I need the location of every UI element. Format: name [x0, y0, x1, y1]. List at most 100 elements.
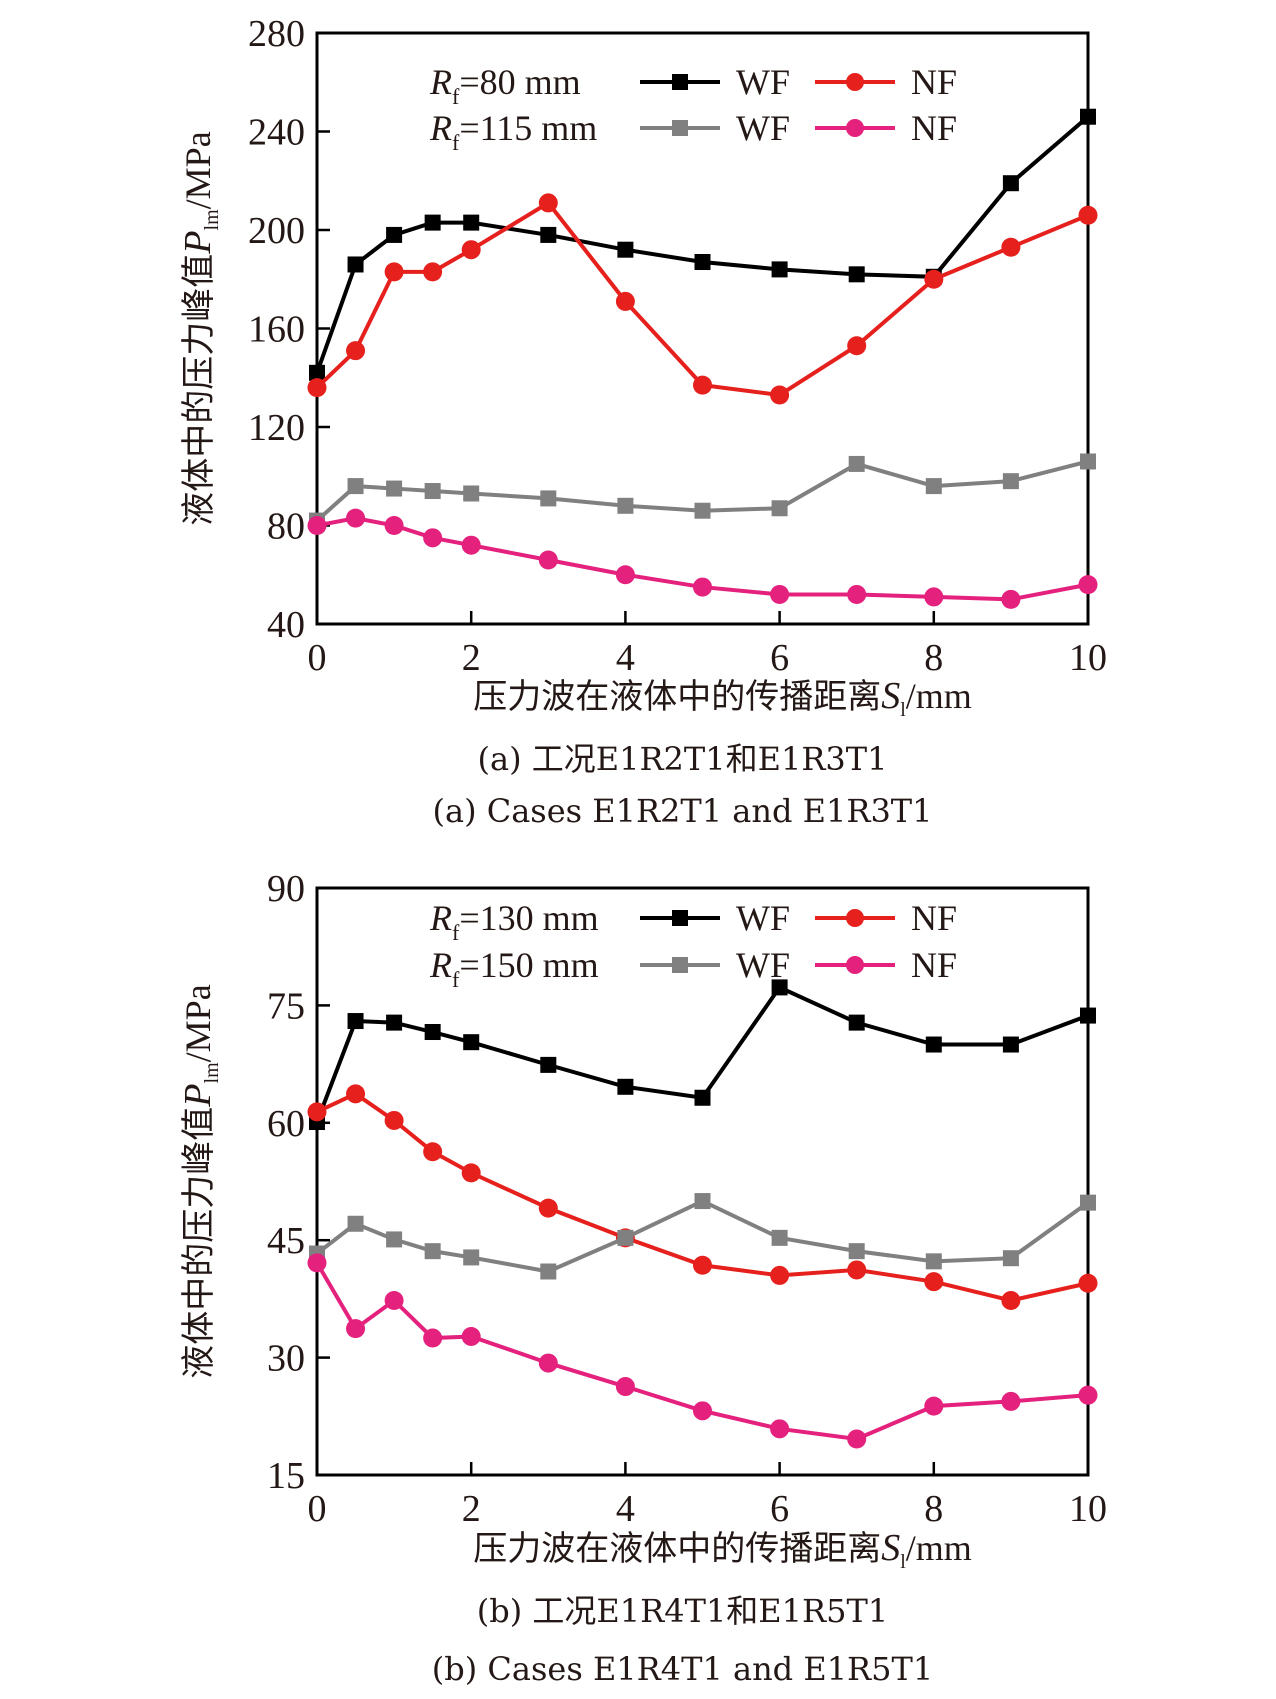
data-point-nf-1	[615, 291, 635, 311]
data-point-nf-3	[346, 1319, 366, 1339]
data-point-wf-0	[1080, 1007, 1096, 1024]
legend-label: NF	[911, 62, 957, 102]
data-point-nf-1	[1001, 237, 1021, 257]
data-point-nf-3	[384, 516, 404, 535]
data-point-wf-2	[925, 478, 942, 495]
data-point-wf-2	[771, 500, 788, 517]
data-point-nf-3	[461, 535, 481, 555]
data-point-wf-2	[424, 483, 441, 500]
x-tick-label: 6	[770, 1488, 789, 1530]
data-point-nf-3	[1078, 575, 1098, 595]
data-point-wf-2	[617, 497, 634, 514]
data-point-nf-1	[1078, 1273, 1098, 1293]
data-point-nf-1	[346, 341, 366, 361]
data-point-wf-2	[540, 490, 557, 507]
data-point-nf-1	[384, 1110, 404, 1130]
x-tick-label: 6	[770, 637, 789, 679]
legend-marker	[846, 73, 864, 91]
data-point-wf-2	[347, 1215, 364, 1232]
data-point-nf-3	[770, 1419, 790, 1439]
chart-panel-b: 0 2 4 6 8 10 15 30 45 60 75 90 压力波在液体中的传播距离Sl/mm 液体中的…	[177, 868, 1107, 1688]
data-point-wf-2	[617, 1229, 634, 1246]
y-axis-title: 液体中的压力峰值Plm/MPa	[177, 984, 223, 1378]
data-point-wf-2	[347, 478, 364, 495]
x-tick-label: 8	[924, 637, 943, 679]
data-point-wf-0	[617, 1078, 634, 1095]
data-point-wf-0	[463, 1034, 480, 1051]
data-point-wf-0	[694, 254, 711, 271]
y-tick-label: 90	[267, 868, 305, 910]
data-point-wf-2	[771, 1229, 788, 1246]
data-point-nf-3	[307, 1253, 327, 1273]
y-tick-label: 15	[267, 1455, 305, 1497]
legend-marker	[672, 74, 688, 90]
legend-label: WF	[736, 945, 790, 985]
series-line-wf-0	[315, 115, 1090, 374]
data-point-wf-2	[848, 455, 865, 472]
legend-label: NF	[911, 898, 957, 938]
data-point-wf-0	[771, 979, 788, 996]
data-point-nf-3	[847, 584, 867, 604]
data-point-wf-2	[848, 1243, 865, 1260]
legend-group-label: Rf=115 mm	[429, 108, 597, 155]
legend-label: WF	[736, 62, 790, 102]
y-tick-label: 30	[267, 1338, 305, 1380]
data-point-nf-3	[924, 1396, 944, 1416]
data-point-nf-1	[924, 269, 944, 289]
data-point-nf-1	[770, 385, 790, 405]
data-point-nf-3	[924, 587, 944, 607]
legend-label: WF	[736, 108, 790, 148]
data-point-wf-2	[386, 1231, 403, 1248]
data-point-nf-3	[423, 528, 443, 548]
data-point-wf-0	[347, 1013, 364, 1030]
data-point-wf-0	[309, 364, 325, 381]
y-tick-label: 75	[267, 985, 305, 1027]
data-point-wf-2	[1080, 453, 1096, 470]
data-point-nf-3	[847, 1429, 867, 1449]
data-point-wf-2	[386, 480, 403, 497]
data-point-nf-3	[693, 577, 712, 597]
y-tick-label: 40	[267, 604, 305, 646]
data-point-wf-0	[694, 1089, 711, 1106]
x-tick-label: 10	[1069, 1488, 1107, 1530]
y-tick-label: 200	[248, 210, 305, 252]
y-tick-label: 45	[267, 1220, 305, 1262]
data-point-nf-3	[1078, 1385, 1098, 1405]
data-point-nf-3	[307, 516, 327, 535]
x-tick-label: 0	[308, 1488, 327, 1530]
data-point-nf-3	[693, 1401, 712, 1421]
data-point-nf-3	[615, 1377, 635, 1397]
plot-frame	[315, 886, 1090, 1477]
data-point-wf-2	[925, 1253, 942, 1270]
x-tick-label: 0	[308, 637, 327, 679]
chart-panel-a: 0 2 4 6 8 10 40 80 120 160 200 240 280 压力波在液体中的传播距离Sl…	[177, 13, 1107, 830]
data-point-nf-3	[538, 1353, 558, 1373]
legend-label: NF	[911, 108, 957, 148]
data-point-nf-1	[1078, 205, 1098, 225]
x-tick-label: 2	[462, 637, 481, 679]
x-tick-label: 8	[924, 1488, 943, 1530]
data-point-wf-2	[1080, 1194, 1096, 1211]
legend-group-label: Rf=150 mm	[429, 945, 599, 992]
y-tick-label: 60	[267, 1103, 305, 1145]
data-point-wf-2	[694, 1193, 711, 1210]
x-axis-title: 压力波在液体中的传播距离Sl/mm	[473, 1527, 972, 1573]
data-point-nf-3	[461, 1326, 481, 1346]
data-point-wf-0	[771, 261, 788, 278]
data-point-nf-3	[1001, 1391, 1021, 1411]
data-point-nf-1	[1001, 1290, 1021, 1310]
data-point-wf-0	[848, 266, 865, 283]
data-point-nf-1	[538, 193, 558, 213]
data-point-wf-2	[424, 1243, 441, 1260]
y-tick-label: 80	[267, 506, 305, 548]
data-point-nf-1	[307, 378, 327, 398]
y-tick-label: 280	[248, 13, 305, 55]
x-tick-label: 4	[616, 637, 635, 679]
data-point-wf-2	[463, 1249, 480, 1266]
data-point-nf-1	[538, 1198, 558, 1218]
data-point-nf-3	[423, 1328, 443, 1348]
data-point-wf-0	[463, 214, 480, 231]
data-point-nf-3	[538, 550, 558, 570]
data-point-wf-2	[1002, 1250, 1019, 1267]
data-point-nf-1	[384, 262, 404, 282]
